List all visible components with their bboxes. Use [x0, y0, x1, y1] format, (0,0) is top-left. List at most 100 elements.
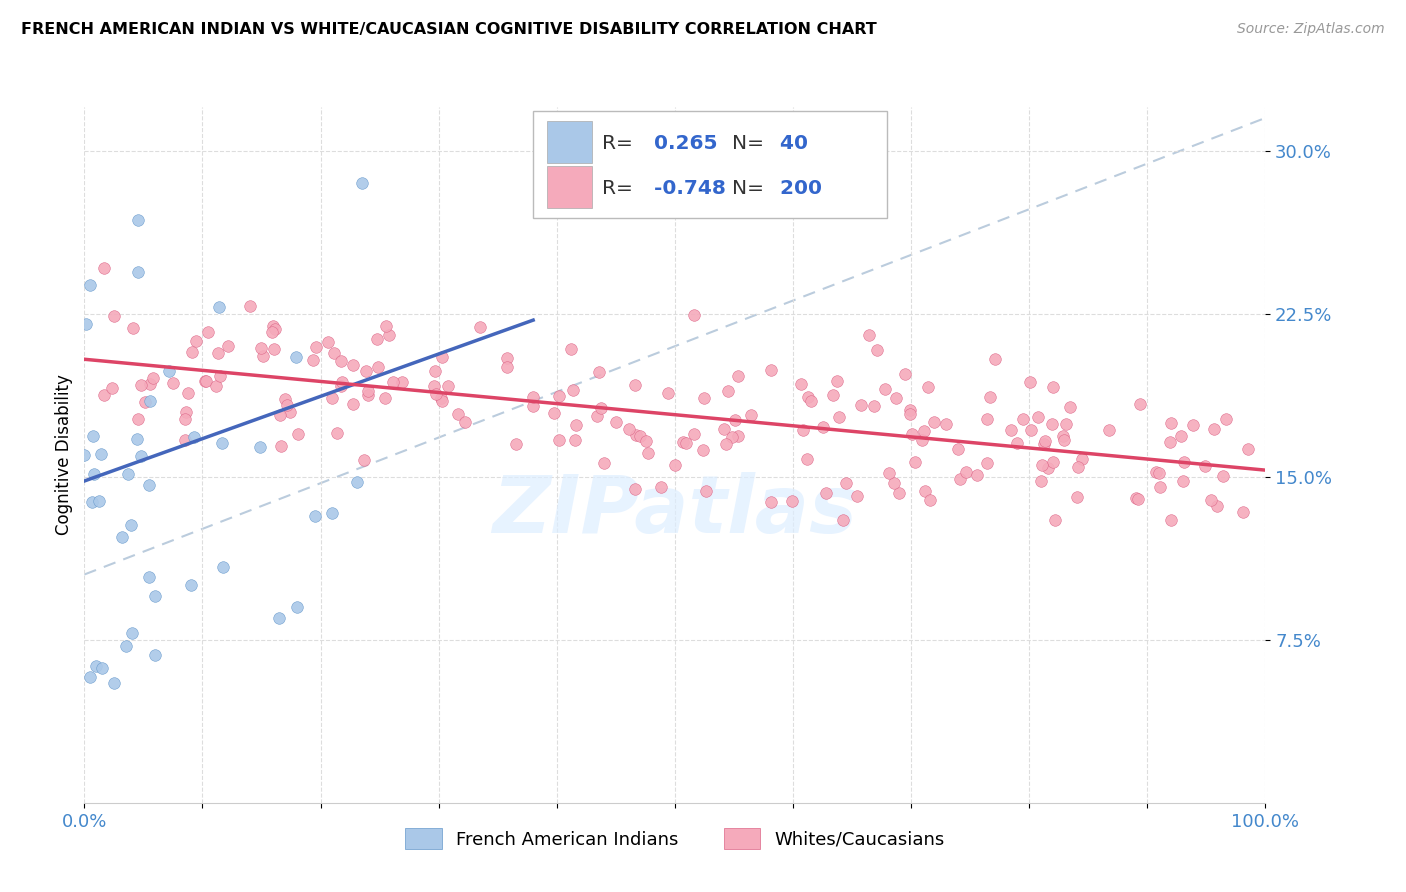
Point — [650, 480, 672, 494]
Point — [425, 364, 447, 378]
Point — [157, 364, 180, 378]
Point — [858, 327, 880, 342]
Point — [353, 453, 375, 467]
Point — [381, 375, 404, 389]
Point — [1159, 434, 1181, 449]
Point — [780, 494, 803, 508]
Point — [454, 415, 477, 429]
Point — [884, 392, 907, 406]
Point — [1067, 460, 1090, 475]
Point — [924, 415, 946, 429]
Point — [796, 452, 818, 467]
Point — [761, 495, 783, 509]
Point — [586, 409, 609, 423]
Point — [180, 578, 202, 592]
Text: R=: R= — [602, 179, 633, 198]
Point — [302, 353, 325, 368]
Point — [692, 392, 714, 406]
Point — [984, 351, 1007, 366]
Point — [114, 639, 136, 653]
Point — [174, 412, 197, 426]
Point — [211, 560, 233, 574]
Point — [1053, 433, 1076, 447]
Point — [955, 465, 977, 479]
Point — [894, 367, 917, 381]
Point — [561, 383, 583, 397]
Point — [695, 484, 717, 499]
Point — [1019, 375, 1042, 389]
Point — [619, 422, 641, 436]
Point — [373, 391, 395, 405]
Text: N=: N= — [731, 134, 763, 153]
Point — [692, 442, 714, 457]
Point — [73, 448, 96, 462]
Point — [593, 456, 616, 470]
Point — [121, 321, 143, 335]
Point — [357, 384, 380, 398]
Point — [1042, 455, 1064, 469]
Text: 0.265: 0.265 — [647, 134, 717, 153]
Point — [1059, 400, 1081, 414]
Point — [1026, 409, 1049, 424]
Point — [139, 393, 162, 408]
Point — [83, 467, 105, 481]
Point — [564, 434, 586, 448]
Point — [131, 450, 153, 464]
Point — [664, 458, 686, 472]
Point — [287, 426, 309, 441]
Point — [367, 359, 389, 374]
Point — [935, 417, 957, 432]
Point — [1125, 491, 1147, 505]
Point — [139, 377, 162, 392]
Point — [321, 506, 343, 520]
Text: 40: 40 — [773, 134, 808, 153]
Point — [84, 658, 107, 673]
Point — [721, 430, 744, 444]
Point — [815, 485, 838, 500]
Point — [883, 475, 905, 490]
Point — [1000, 423, 1022, 437]
Point — [262, 318, 284, 333]
Point — [1038, 461, 1060, 475]
Point — [683, 308, 706, 322]
Point — [866, 343, 889, 358]
Point — [366, 332, 388, 346]
Point — [1098, 423, 1121, 437]
Point — [560, 343, 582, 357]
Point — [193, 374, 215, 388]
Point — [657, 385, 679, 400]
Point — [727, 429, 749, 443]
Point — [326, 426, 349, 441]
Point — [468, 319, 491, 334]
Point — [825, 374, 848, 388]
Point — [495, 351, 517, 365]
Point — [1007, 436, 1029, 450]
Point — [1066, 490, 1088, 504]
Point — [1021, 423, 1043, 437]
Point — [634, 434, 657, 449]
Point — [134, 395, 156, 409]
Point — [547, 389, 569, 403]
Point — [846, 489, 869, 503]
Point — [1149, 480, 1171, 494]
Point — [217, 339, 239, 353]
Point — [176, 386, 198, 401]
Point — [125, 432, 148, 446]
Point — [103, 676, 125, 690]
Point — [330, 354, 353, 368]
Point — [269, 409, 291, 423]
Point — [1054, 417, 1077, 431]
Point — [127, 265, 149, 279]
Point — [724, 413, 747, 427]
Point — [285, 600, 308, 615]
Point — [90, 447, 112, 461]
Point — [917, 380, 939, 394]
Point — [914, 483, 936, 498]
Point — [716, 437, 738, 451]
Point — [1204, 422, 1226, 436]
Point — [423, 379, 446, 393]
Point — [437, 379, 460, 393]
Point — [1181, 418, 1204, 433]
Point — [910, 433, 932, 447]
Point — [496, 360, 519, 375]
